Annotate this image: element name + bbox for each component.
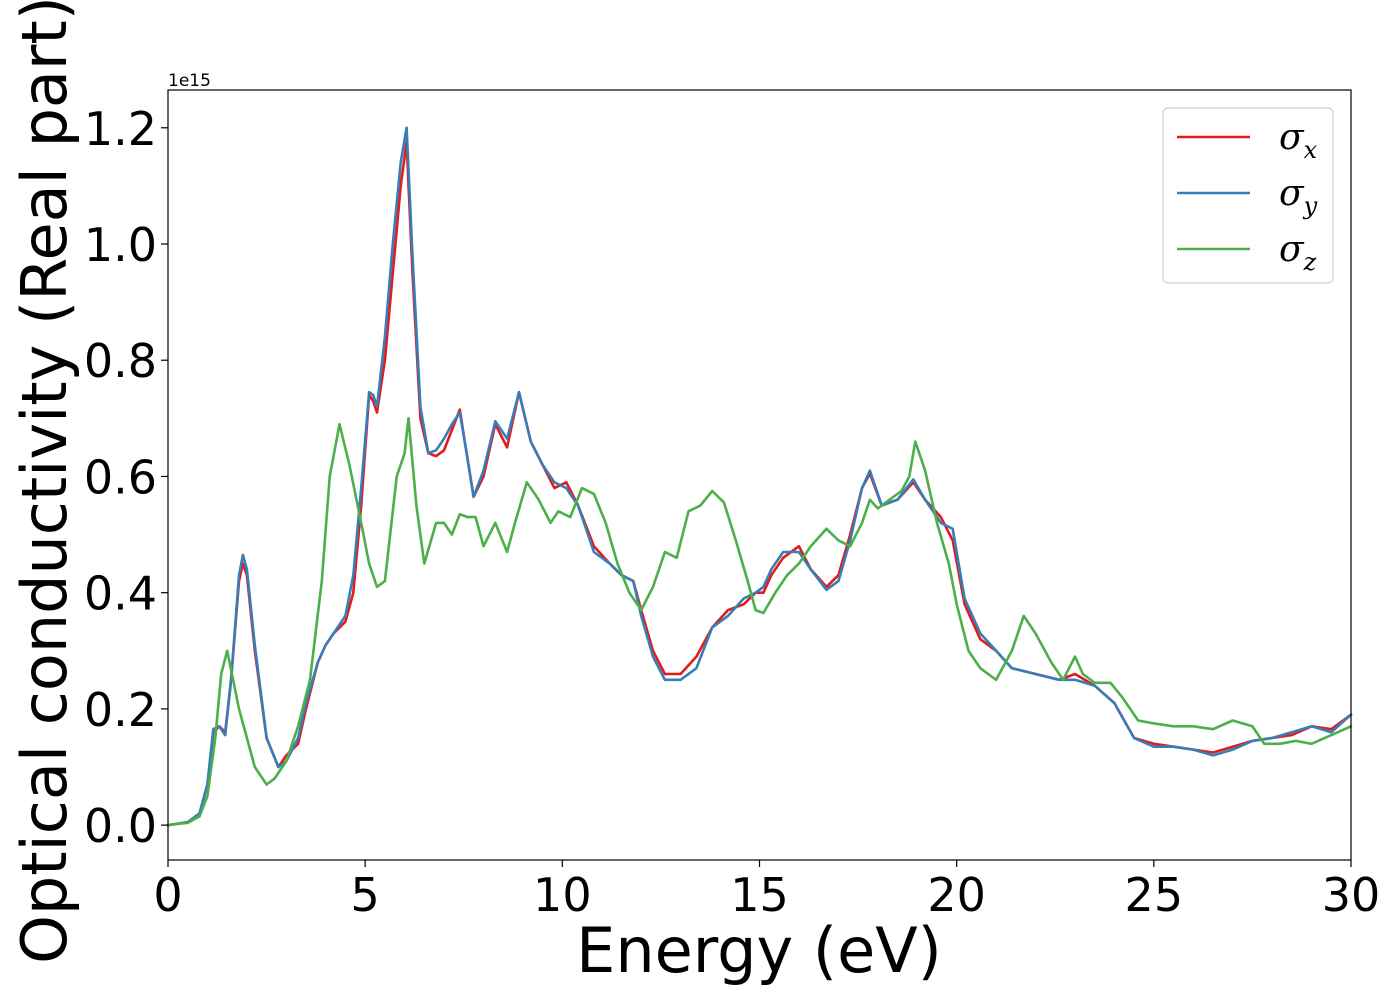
x-tick-label: 30 bbox=[1322, 868, 1381, 922]
y-tick-label: 0.2 bbox=[84, 683, 157, 737]
axis-layer: 0 5 10 15 20 25 30 0.0 0.2 0.4 0.6 0.8 1.0 1.2 bbox=[84, 89, 1381, 922]
y-tick-label: 0.0 bbox=[84, 799, 157, 853]
x-tick-label: 0 bbox=[153, 868, 182, 922]
x-axis-title: Energy (eV) bbox=[576, 914, 942, 987]
y-tick-label: 0.6 bbox=[84, 450, 157, 504]
legend-box bbox=[1162, 107, 1334, 284]
x-tick-label: 25 bbox=[1125, 868, 1184, 922]
y-tick-label: 0.8 bbox=[84, 334, 157, 388]
legend: σx σy σz bbox=[1162, 107, 1334, 284]
y-tick-label: 1.2 bbox=[84, 102, 157, 156]
legend-label-x: σx bbox=[1279, 117, 1318, 164]
series-line-z bbox=[166, 417, 1353, 827]
y-offset-label: 1e15 bbox=[168, 71, 211, 91]
legend-label-z: σz bbox=[1279, 229, 1317, 276]
y-tick-label: 1.0 bbox=[84, 218, 157, 272]
x-tick-label: 10 bbox=[533, 868, 592, 922]
x-tick-label: 5 bbox=[351, 868, 380, 922]
series-line-y bbox=[166, 126, 1353, 827]
x-tick-label: 15 bbox=[730, 868, 789, 922]
y-tick-label: 0.4 bbox=[84, 567, 157, 621]
y-axis-title: Optical conductivity (Real part) bbox=[8, 0, 81, 964]
x-tick-label: 20 bbox=[927, 868, 986, 922]
legend-label-y: σy bbox=[1279, 173, 1318, 220]
series-layer bbox=[166, 126, 1353, 827]
